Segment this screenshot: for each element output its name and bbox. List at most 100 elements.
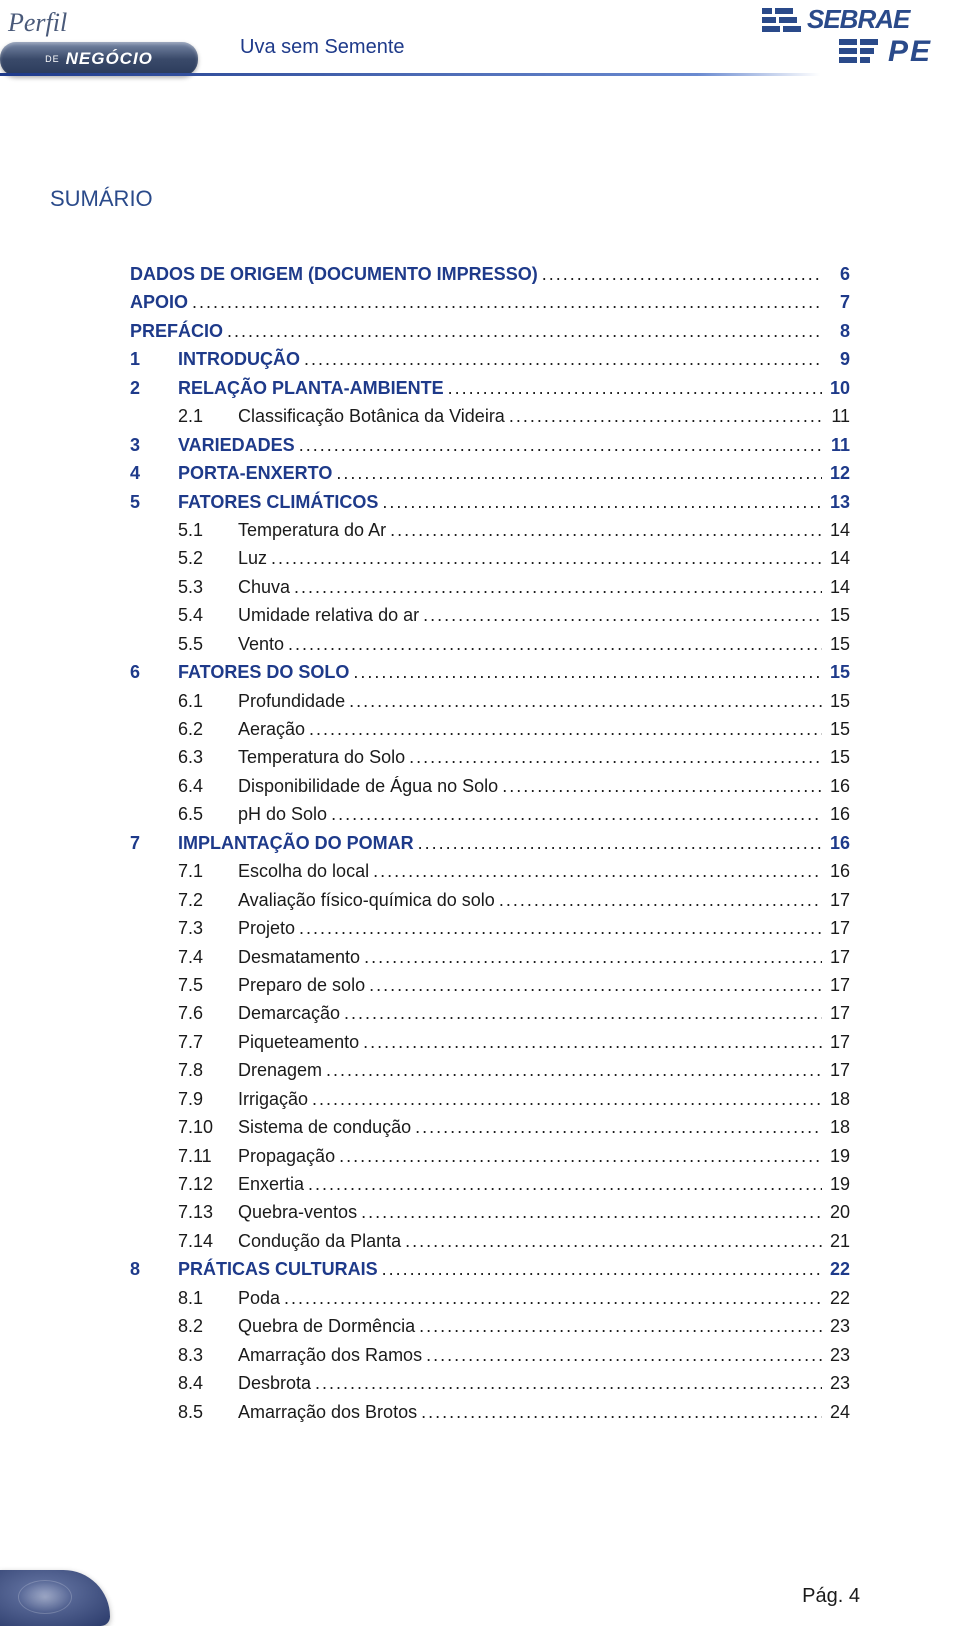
toc-page: 6 [822, 260, 850, 288]
toc-row: 7.4Desmatamento 17 [130, 943, 850, 971]
doc-subtitle: Uva sem Semente [240, 36, 405, 59]
sebrae-logo: SEBRAE PE [762, 4, 932, 104]
toc-leader [335, 1142, 822, 1170]
toc-page: 19 [822, 1170, 850, 1198]
toc-page: 16 [822, 857, 850, 885]
toc-row: APOIO 7 [130, 288, 850, 316]
toc-row: 5.1Temperatura do Ar14 [130, 516, 850, 544]
toc-page: 14 [822, 573, 850, 601]
toc-page: 16 [822, 800, 850, 828]
toc-leader [405, 743, 822, 771]
toc-row: 7IMPLANTAÇÃO DO POMAR16 [130, 829, 850, 857]
toc-label: Desmatamento [238, 943, 360, 971]
toc-row: 8.3Amarração dos Ramos23 [130, 1341, 850, 1369]
toc-page: 22 [822, 1284, 850, 1312]
toc-number: 1 [130, 345, 178, 373]
table-of-contents: DADOS DE ORIGEM (DOCUMENTO IMPRESSO)6APO… [130, 260, 850, 1426]
toc-number: 8.3 [178, 1341, 238, 1369]
sebrae-pe: PE [888, 35, 932, 69]
sebrae-bars-icon [762, 8, 801, 32]
toc-page: 7 [822, 288, 850, 316]
toc-label: Luz [238, 544, 267, 572]
toc-leader [300, 345, 822, 373]
toc-row: 7.1Escolha do local16 [130, 857, 850, 885]
toc-label: RELAÇÃO PLANTA-AMBIENTE [178, 374, 444, 402]
toc-number: 7.4 [178, 943, 238, 971]
toc-leader [360, 943, 822, 971]
toc-number: 6.3 [178, 743, 238, 771]
toc-number: 8.4 [178, 1369, 238, 1397]
toc-page: 17 [822, 971, 850, 999]
toc-row: 5.3Chuva14 [130, 573, 850, 601]
footer-badge-icon [0, 1570, 110, 1626]
toc-leader [223, 317, 822, 345]
toc-number: 7.12 [178, 1170, 238, 1198]
toc-page: 16 [822, 829, 850, 857]
toc-number: 6.5 [178, 800, 238, 828]
toc-row: 3VARIEDADES11 [130, 431, 850, 459]
toc-number: 8 [130, 1255, 178, 1283]
toc-leader [340, 999, 822, 1027]
toc-label: Sistema de condução [238, 1113, 411, 1141]
toc-row: 7.13Quebra-ventos20 [130, 1198, 850, 1226]
toc-label: Avaliação físico-química do solo [238, 886, 495, 914]
toc-page: 15 [822, 743, 850, 771]
toc-leader [422, 1341, 822, 1369]
toc-label: PORTA-ENXERTO [178, 459, 332, 487]
toc-page: 20 [822, 1198, 850, 1226]
toc-label: Amarração dos Ramos [238, 1341, 422, 1369]
toc-leader [378, 1255, 822, 1283]
toc-number: 8.5 [178, 1398, 238, 1426]
toc-leader [538, 260, 822, 288]
toc-label: FATORES CLIMÁTICOS [178, 488, 378, 516]
toc-number: 7.14 [178, 1227, 238, 1255]
toc-label: Condução da Planta [238, 1227, 401, 1255]
toc-number: 7.13 [178, 1198, 238, 1226]
toc-number: 7.8 [178, 1056, 238, 1084]
toc-page: 24 [822, 1398, 850, 1426]
perfil-text: Perfil [8, 8, 67, 38]
toc-row: 5FATORES CLIMÁTICOS13 [130, 488, 850, 516]
toc-number: 5.1 [178, 516, 238, 544]
toc-leader [327, 800, 822, 828]
toc-label: INTRODUÇÃO [178, 345, 300, 373]
section-title: SUMÁRIO [50, 186, 153, 212]
toc-leader [444, 374, 822, 402]
toc-leader [378, 488, 822, 516]
toc-number: 5.2 [178, 544, 238, 572]
toc-number: 3 [130, 431, 178, 459]
toc-leader [304, 1170, 822, 1198]
toc-page: 17 [822, 943, 850, 971]
toc-page: 14 [822, 516, 850, 544]
toc-label: Quebra de Dormência [238, 1312, 415, 1340]
toc-page: 15 [822, 687, 850, 715]
toc-leader [295, 914, 822, 942]
toc-page: 15 [822, 715, 850, 743]
toc-number: 5.5 [178, 630, 238, 658]
toc-number: 6.1 [178, 687, 238, 715]
toc-label: APOIO [130, 288, 188, 316]
toc-label: PRÁTICAS CULTURAIS [178, 1255, 378, 1283]
toc-number: 5.3 [178, 573, 238, 601]
toc-number: 7.9 [178, 1085, 238, 1113]
toc-leader [365, 971, 822, 999]
toc-leader [280, 1284, 822, 1312]
toc-number: 4 [130, 459, 178, 487]
toc-row: 1INTRODUÇÃO9 [130, 345, 850, 373]
toc-page: 21 [822, 1227, 850, 1255]
toc-page: 11 [822, 431, 850, 459]
toc-leader [414, 829, 822, 857]
toc-leader [345, 687, 822, 715]
toc-page: 17 [822, 1028, 850, 1056]
toc-number: 5 [130, 488, 178, 516]
toc-leader [401, 1227, 822, 1255]
toc-label: PREFÁCIO [130, 317, 223, 345]
page-number: Pág. 4 [802, 1585, 860, 1608]
toc-label: Poda [238, 1284, 280, 1312]
toc-number: 2.1 [178, 402, 238, 430]
toc-page: 18 [822, 1085, 850, 1113]
toc-row: 2.1Classificação Botânica da Videira11 [130, 402, 850, 430]
toc-label: Disponibilidade de Água no Solo [238, 772, 498, 800]
toc-leader [386, 516, 822, 544]
toc-number: 7.11 [178, 1142, 238, 1170]
